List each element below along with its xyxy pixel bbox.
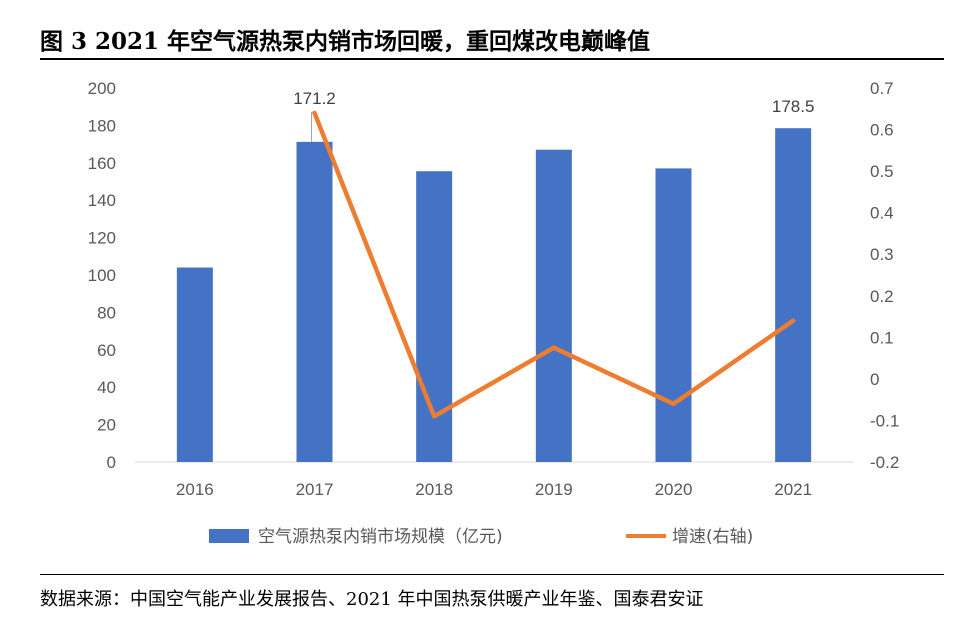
data-labels: 171.2 178.5 (293, 89, 814, 142)
line-series (312, 110, 796, 419)
right-tick-label: 0.6 (870, 121, 894, 140)
bar-2020 (655, 168, 692, 462)
source-note: 数据来源：中国空气能产业发展报告、2021 年中国热泵供暖产业年鉴、国泰君安证 (40, 589, 704, 610)
right-tick-label: 0 (870, 370, 879, 389)
right-tick-label: 0.2 (870, 287, 894, 306)
left-tick-label: 0 (107, 453, 116, 472)
left-tick-label: 140 (88, 191, 116, 210)
x-tick-label: 2019 (535, 480, 573, 499)
bar-series (176, 128, 812, 462)
legend-bar-label: 空气源热泵内销市场规模（亿元) (258, 527, 503, 547)
legend: 空气源热泵内销市场规模（亿元) 增速(右轴) (209, 527, 753, 547)
left-tick-label: 80 (97, 303, 116, 322)
left-tick-label: 160 (88, 154, 116, 173)
bar-2017 (296, 141, 333, 462)
source-rule (40, 574, 944, 575)
x-tick-label: 2020 (655, 480, 693, 499)
bar-2016 (176, 267, 213, 462)
right-tick-label: -0.1 (870, 411, 899, 430)
right-tick-label: 0.3 (870, 245, 894, 264)
x-tick-label: 2016 (176, 480, 214, 499)
right-tick-label: 0.4 (870, 204, 894, 223)
bar-2021 (775, 128, 812, 462)
left-tick-label: 60 (97, 341, 116, 360)
legend-line-label: 增速(右轴) (672, 527, 753, 547)
right-tick-label: 0.7 (870, 79, 894, 98)
x-tick-label: 2021 (774, 480, 812, 499)
right-tick-label: 0.1 (870, 328, 894, 347)
x-axis-labels: 2016 2017 2018 2019 2020 2021 (176, 480, 812, 499)
left-tick-label: 40 (97, 378, 116, 397)
bar-2019 (535, 149, 572, 462)
right-axis: -0.2 -0.1 0 0.1 0.2 0.3 0.4 0.5 0.6 0.7 (870, 79, 899, 472)
data-label-2017: 171.2 (293, 89, 336, 108)
legend-bar-swatch (209, 529, 249, 543)
x-tick-label: 2017 (296, 480, 334, 499)
figure-title: 图 3 2021 年空气源热泵内销市场回暖，重回煤改电巅峰值 (40, 28, 651, 55)
left-axis: 0 20 40 60 80 100 120 140 160 180 200 (88, 79, 116, 472)
right-tick-label: -0.2 (870, 453, 899, 472)
title-rule (40, 58, 944, 60)
right-tick-label: 0.5 (870, 162, 894, 181)
left-tick-label: 100 (88, 266, 116, 285)
x-tick-label: 2018 (415, 480, 453, 499)
left-tick-label: 180 (88, 116, 116, 135)
left-tick-label: 200 (88, 79, 116, 98)
data-label-2021: 178.5 (772, 97, 815, 116)
left-tick-label: 20 (97, 416, 116, 435)
left-tick-label: 120 (88, 229, 116, 248)
